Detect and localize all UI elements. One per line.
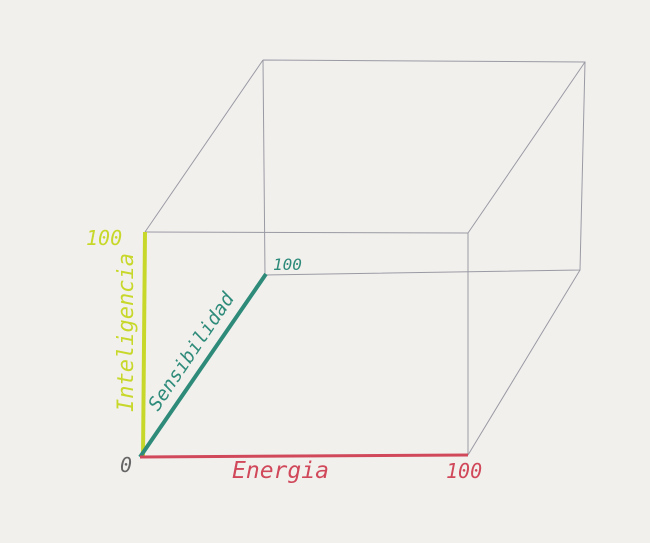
intelligence-axis [141,231,147,458]
axis-label: Energia [232,458,329,484]
axis-max-label: 100 [273,255,302,274]
axis-label: Inteligencia [114,253,139,412]
sensitivity-axis [138,272,268,459]
edge [467,61,586,234]
axis-max-label: 100 [86,226,122,250]
energy-axis [139,453,469,459]
cube-edges [144,59,586,456]
axis-max-label: 100 [446,459,482,483]
edge [467,269,581,456]
edge [144,59,264,233]
origin-label: 0 [120,453,132,477]
